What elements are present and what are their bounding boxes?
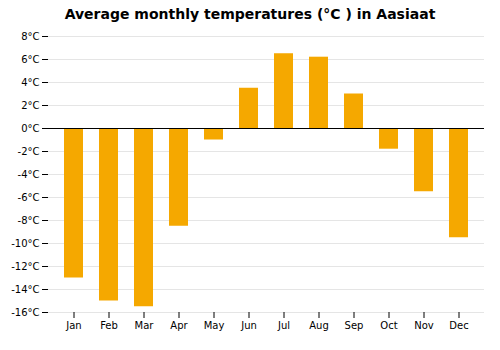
svg-text:Aug: Aug xyxy=(309,320,329,331)
html-text:Average monthly temperatures (: Average monthly temperatures (°C ) in Aa… xyxy=(64,6,436,22)
svg-text:May: May xyxy=(204,320,225,331)
svg-text:0°C: 0°C xyxy=(21,123,39,134)
svg-text:Jun: Jun xyxy=(240,320,257,331)
svg-text:Mar: Mar xyxy=(135,320,155,331)
svg-text:Jan: Jan xyxy=(65,320,81,331)
svg-text:-4°C: -4°C xyxy=(18,169,40,180)
svg-text:Feb: Feb xyxy=(100,320,118,331)
svg-text:Apr: Apr xyxy=(170,320,188,331)
svg-text:4°C: 4°C xyxy=(21,77,39,88)
svg-text:-2°C: -2°C xyxy=(18,146,40,157)
svg-text:-8°C: -8°C xyxy=(18,215,40,226)
svg-text:8°C: 8°C xyxy=(21,31,39,42)
svg-text:-14°C: -14°C xyxy=(11,284,39,295)
svg-text:-10°C: -10°C xyxy=(11,238,39,249)
svg-text:-6°C: -6°C xyxy=(18,192,40,203)
svg-text:Sep: Sep xyxy=(345,320,364,331)
svg-text:Jul: Jul xyxy=(277,320,290,331)
svg-text:-12°C: -12°C xyxy=(11,261,39,272)
svg-text:Nov: Nov xyxy=(414,320,434,331)
svg-text:6°C: 6°C xyxy=(21,54,39,65)
svg-text:-16°C: -16°C xyxy=(11,307,39,318)
svg-text:Dec: Dec xyxy=(449,320,468,331)
svg-text:Oct: Oct xyxy=(380,320,397,331)
svg-text:2°C: 2°C xyxy=(21,100,39,111)
